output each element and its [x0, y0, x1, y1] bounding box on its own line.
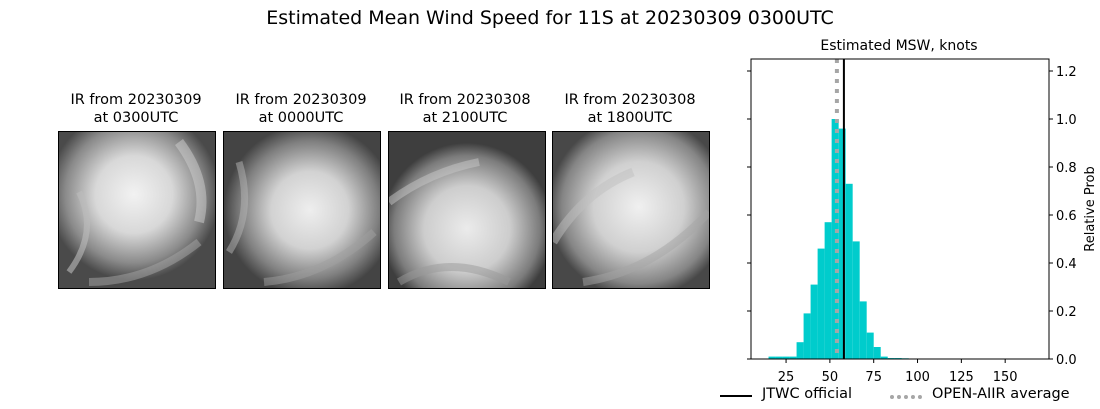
- y-tick-label: 0.2: [1056, 305, 1077, 320]
- histogram-bar: [782, 356, 790, 359]
- ir-image-3: [388, 131, 546, 289]
- histogram-bar: [803, 313, 811, 359]
- y-tick-label: 1.0: [1056, 113, 1077, 128]
- legend-swatch-average: [890, 395, 922, 399]
- ir-panel-title-1-line2: at 0300UTC: [93, 110, 179, 126]
- legend-label-official: JTWC official: [762, 386, 853, 402]
- ir-panel-title-1-line1: IR from 20230309: [70, 92, 202, 108]
- figure-title: Estimated Mean Wind Speed for 11S at 202…: [266, 7, 834, 29]
- ir-panel-title-2: IR from 20230309 at 0000UTC: [211, 91, 391, 127]
- y-axis-label: Relative Prob: [1083, 166, 1098, 251]
- y-tick-label: 0.8: [1056, 161, 1077, 176]
- legend-swatch-official: [720, 395, 752, 397]
- y-axis: 0.0 0.2 0.4 0.6 0.8 1.0 1.2: [747, 65, 1077, 368]
- histogram-bar: [796, 342, 804, 359]
- x-tick-label: 150: [993, 370, 1018, 385]
- y-tick-label: 0.4: [1056, 257, 1077, 272]
- histogram-bar: [768, 356, 776, 359]
- ir-panel-title-1: IR from 20230309 at 0300UTC: [46, 91, 226, 127]
- y-tick-label: 1.2: [1056, 65, 1077, 80]
- reference-lines: [834, 59, 845, 359]
- legend-label-average: OPEN-AIIR average: [932, 386, 1070, 402]
- ir-image-2: [223, 131, 381, 289]
- histogram-bar: [817, 248, 825, 359]
- ir-image-1: [58, 131, 216, 289]
- ir-panel-title-3: IR from 20230308 at 2100UTC: [375, 91, 555, 127]
- x-tick-label: 25: [778, 370, 795, 385]
- x-tick-label: 75: [865, 370, 882, 385]
- ir-panel-title-3-line2: at 2100UTC: [422, 110, 508, 126]
- histogram-bar: [845, 183, 853, 359]
- plot-frame: [750, 58, 1050, 360]
- histogram-bar: [880, 356, 888, 359]
- ir-panel-title-2-line1: IR from 20230309: [235, 92, 367, 108]
- ir-image-4: [552, 131, 710, 289]
- histogram-bar: [852, 241, 860, 359]
- histogram-bar: [859, 301, 867, 359]
- histogram-bar: [810, 284, 818, 359]
- histogram-bar: [824, 222, 832, 359]
- ir-panel-title-4: IR from 20230308 at 1800UTC: [540, 91, 720, 127]
- ir-panel-title-4-line2: at 1800UTC: [587, 110, 673, 126]
- histogram-bar: [775, 356, 783, 359]
- x-axis: 25 50 75 100 125 150: [778, 359, 1018, 385]
- x-tick-label: 100: [905, 370, 930, 385]
- x-tick-label: 50: [822, 370, 839, 385]
- histogram-bars: [768, 119, 1042, 360]
- ir-panel-title-2-line2: at 0000UTC: [258, 110, 344, 126]
- y-tick-label: 0.6: [1056, 209, 1077, 224]
- histogram-bar: [838, 128, 846, 359]
- chart-title: Estimated MSW, knots: [820, 38, 977, 54]
- x-tick-label: 125: [949, 370, 974, 385]
- histogram-bar: [789, 356, 797, 359]
- y-tick-label: 0.0: [1056, 353, 1077, 368]
- ir-panel-title-3-line1: IR from 20230308: [399, 92, 531, 108]
- ir-panel-title-4-line1: IR from 20230308: [564, 92, 696, 108]
- histogram-bar: [866, 332, 874, 359]
- histogram-bar: [873, 347, 881, 359]
